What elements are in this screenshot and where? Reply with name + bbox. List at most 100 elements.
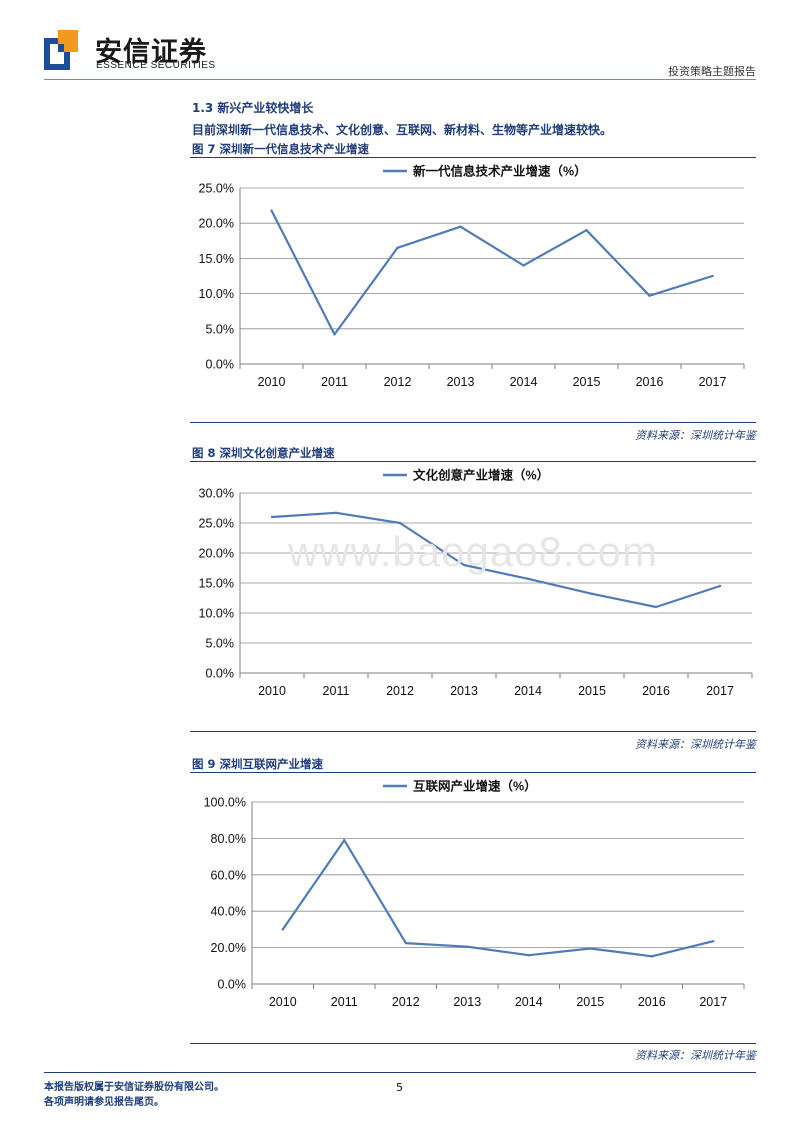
y-tick-label: 20.0% <box>199 547 234 561</box>
data-point <box>270 209 273 212</box>
series-line <box>271 511 721 609</box>
brand-name-cn: 安信证券 <box>95 37 207 68</box>
data-point <box>585 229 588 232</box>
data-point <box>462 563 466 567</box>
series-line <box>270 210 713 336</box>
figure-9-chart: 0.0% 20.0% 40.0% 60.0% 80.0% 100.0% 2010 2011 20… <box>204 779 745 1009</box>
figure-9-source: 资料来源：深圳统计年鉴 <box>635 1049 756 1062</box>
y-tick-label: 25.0% <box>199 517 234 531</box>
data-point <box>396 246 399 250</box>
report-type: 投资策略主题报告 <box>668 65 756 78</box>
footer-divider <box>44 1072 756 1073</box>
figure-8-caption: 图 8 深圳文化创意产业增速 <box>192 446 335 460</box>
data-point <box>334 511 338 514</box>
y-tick-label: 5.0% <box>206 637 235 651</box>
page-number: 5 <box>396 1081 403 1094</box>
y-tick-label: 10.0% <box>199 287 234 301</box>
y-tick-label: 10.0% <box>199 607 234 621</box>
legend-label: 新一代信息技术产业增速（%） <box>413 164 587 179</box>
x-tick-label: 2012 <box>384 375 412 389</box>
y-tick-label: 5.0% <box>206 322 235 336</box>
x-tick-label: 2015 <box>578 684 606 698</box>
figure-8-chart: 0.0% 5.0% 10.0% 15.0% 20.0% 25.0% 30.0% 2010 201… <box>199 468 753 698</box>
series-line <box>281 839 714 958</box>
data-point <box>712 940 715 943</box>
x-tick-label: 2014 <box>510 375 538 389</box>
figure-9-top-rule <box>190 772 756 773</box>
data-point <box>281 928 284 931</box>
x-tick-label: 2010 <box>258 375 286 389</box>
x-tick-label: 2012 <box>392 995 420 1009</box>
data-point <box>650 955 653 958</box>
x-tick-label: 2015 <box>573 375 601 389</box>
data-point <box>589 947 592 950</box>
data-point <box>648 294 651 297</box>
y-tick-label: 0.0% <box>218 978 247 992</box>
x-tick-label: 2016 <box>638 995 666 1009</box>
y-tick-label: 100.0% <box>204 796 246 810</box>
data-point <box>333 333 336 336</box>
x-tick-label: 2013 <box>453 995 481 1009</box>
x-tick-label: 2016 <box>642 684 670 698</box>
legend-label: 文化创意产业增速（%） <box>413 468 549 483</box>
figure-9-bottom-rule <box>190 1043 756 1044</box>
figure-7-bottom-rule <box>190 422 756 423</box>
section-title: 1.3 新兴产业较快增长 <box>192 101 314 115</box>
data-point <box>711 274 714 278</box>
y-tick-label: 25.0% <box>199 182 234 196</box>
data-point <box>718 584 722 588</box>
y-tick-label: 40.0% <box>211 905 246 919</box>
data-point <box>654 605 658 609</box>
figure-7-chart: 0.0% 5.0% 10.0% 15.0% 20.0% 25.0% 2010 2011 2012… <box>199 164 745 389</box>
legend-label: 互联网产业增速（%） <box>413 779 537 794</box>
x-tick-label: 2014 <box>515 995 543 1009</box>
data-point <box>466 945 469 948</box>
data-point <box>270 515 274 519</box>
y-tick-label: 60.0% <box>211 868 246 882</box>
x-tick-label: 2013 <box>450 684 478 698</box>
data-point <box>343 839 346 842</box>
x-tick-label: 2012 <box>386 684 414 698</box>
y-tick-label: 0.0% <box>206 358 235 372</box>
x-tick-label: 2014 <box>514 684 542 698</box>
section-lead: 目前深圳新一代信息技术、文化创意、互联网、新材料、生物等产业增速较快。 <box>192 123 613 137</box>
figure-8-bottom-rule <box>190 731 756 732</box>
footer-disclaimer: 各项声明请参见报告尾页。 <box>44 1097 164 1108</box>
x-tick-label: 2011 <box>331 995 358 1009</box>
x-tick-label: 2011 <box>323 684 350 698</box>
data-point <box>404 941 407 945</box>
figure-7-top-rule <box>190 157 756 158</box>
data-point <box>398 521 402 525</box>
x-tick-label: 2015 <box>576 995 604 1009</box>
footer-copyright: 本报告版权属于安信证券股份有限公司。 <box>44 1082 224 1093</box>
figure-7-source: 资料来源：深圳统计年鉴 <box>635 429 756 442</box>
x-tick-label: 2011 <box>321 375 348 389</box>
figure-7-caption: 图 7 深圳新一代信息技术产业增速 <box>192 142 370 156</box>
data-point <box>527 954 530 957</box>
data-point <box>590 592 594 595</box>
figure-9-caption: 图 9 深圳互联网产业增速 <box>192 757 324 771</box>
y-tick-label: 30.0% <box>199 487 234 501</box>
x-tick-label: 2016 <box>636 375 664 389</box>
x-tick-label: 2017 <box>699 995 727 1009</box>
x-tick-label: 2010 <box>258 684 286 698</box>
y-tick-label: 0.0% <box>206 667 235 681</box>
watermark: www.baogao8.com <box>288 528 658 575</box>
brand-name-en: ESSENCE SECURITIES <box>96 60 216 71</box>
y-tick-label: 20.0% <box>211 941 246 955</box>
data-point <box>522 264 525 267</box>
figure-8-source: 资料来源：深圳统计年鉴 <box>635 738 756 751</box>
header-divider <box>44 79 756 80</box>
data-point <box>526 577 530 580</box>
figure-8-top-rule <box>190 461 756 462</box>
y-tick-label: 15.0% <box>199 252 234 266</box>
x-tick-label: 2010 <box>269 995 297 1009</box>
y-tick-label: 80.0% <box>211 832 246 846</box>
brand-logo-icon <box>44 30 78 70</box>
data-point <box>459 225 462 228</box>
y-tick-label: 20.0% <box>199 217 234 231</box>
y-tick-label: 15.0% <box>199 577 234 591</box>
x-tick-label: 2013 <box>447 375 475 389</box>
x-tick-label: 2017 <box>706 684 734 698</box>
x-tick-label: 2017 <box>699 375 727 389</box>
